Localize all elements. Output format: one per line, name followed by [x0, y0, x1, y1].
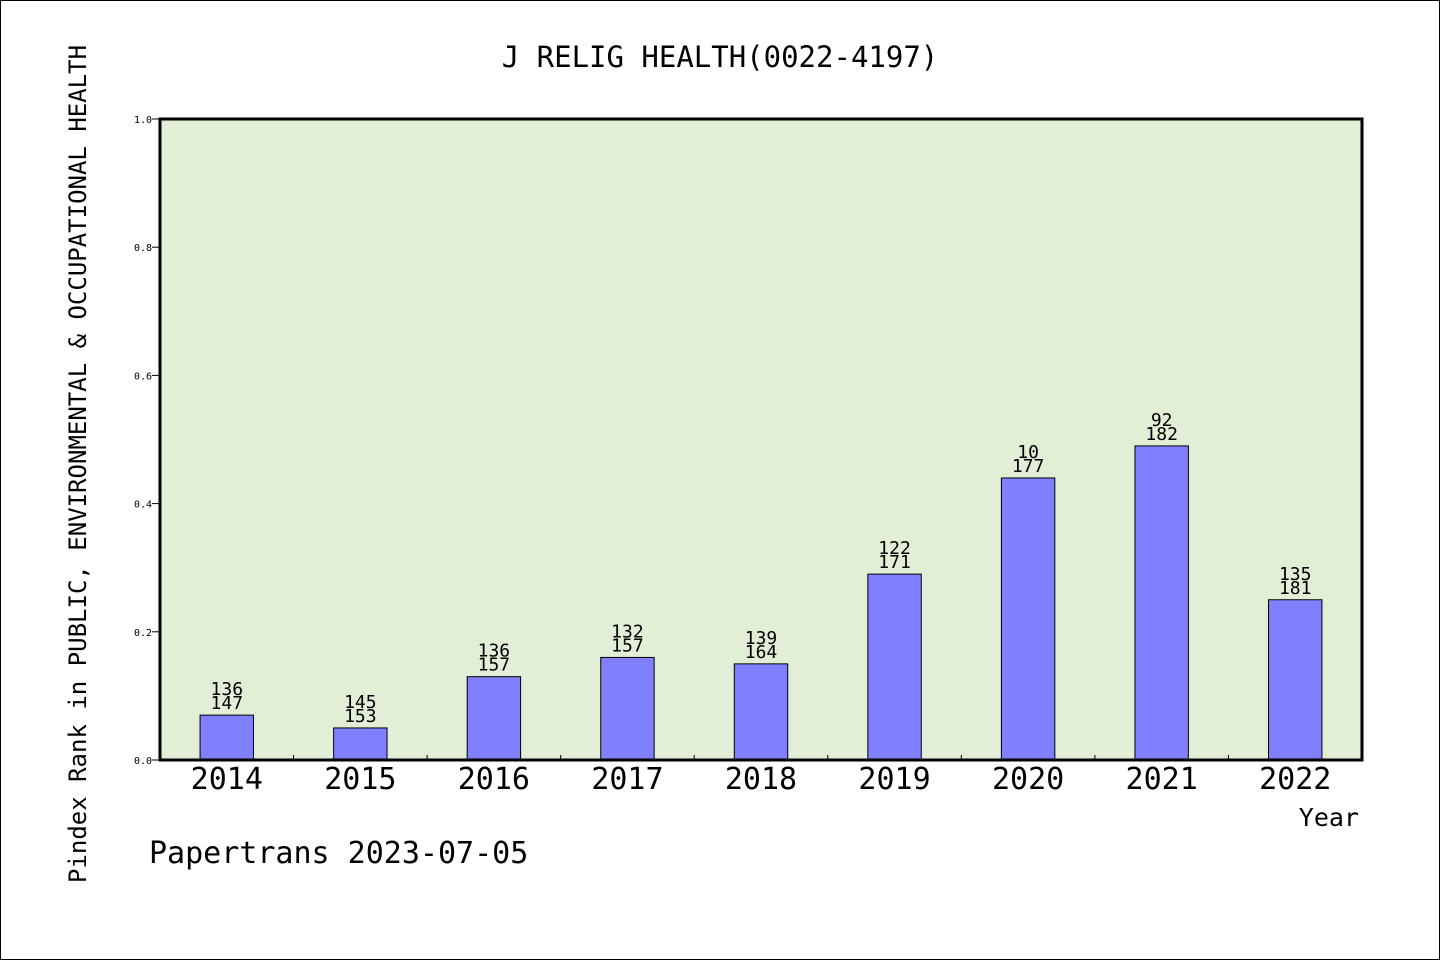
y-tick-label: 1.0 [134, 115, 152, 126]
bar [867, 573, 922, 761]
bar [733, 663, 789, 761]
x-tick-label: 2018 [725, 762, 797, 797]
bar [1000, 477, 1056, 761]
bar [1134, 445, 1189, 761]
x-tick-label: 2016 [458, 762, 530, 797]
bar-rank-label: 92 [1151, 410, 1173, 431]
y-axis-label: Pindex Rank in PUBLIC, ENVIRONMENTAL & O… [64, 45, 92, 883]
bar-rank-label: 122 [878, 538, 911, 559]
x-axis-label: Year [1299, 803, 1359, 832]
chart-title: J RELIG HEALTH(0022-4197) [502, 40, 939, 74]
bar-total-label: 147 [211, 693, 244, 714]
bar-total-label: 153 [344, 706, 377, 727]
bar-rank-label: 132 [611, 621, 644, 642]
bar [1268, 599, 1323, 761]
y-tick-label: 0.6 [134, 371, 152, 382]
bar-rank-label: 145 [344, 692, 377, 713]
x-tick-label: 2020 [992, 762, 1064, 797]
bar [333, 727, 388, 761]
plot-border [158, 117, 1364, 762]
bar-total-label: 182 [1145, 424, 1178, 445]
bar-rank-label: 139 [745, 628, 778, 649]
y-tick-label: 0.2 [134, 628, 152, 639]
x-tick-label: 2015 [324, 762, 396, 797]
bars [199, 445, 1323, 761]
bar-total-label: 181 [1279, 578, 1312, 599]
bar-rank-label: 135 [1279, 564, 1312, 585]
y-tick-label: 0.8 [134, 243, 152, 254]
bar-total-label: 157 [611, 635, 644, 656]
bar [199, 714, 254, 761]
x-tick-label: 2014 [191, 762, 263, 797]
bar-rank-label: 10 [1017, 442, 1039, 463]
y-tick-label: 0.0 [134, 756, 152, 767]
bar [600, 656, 655, 761]
x-tick-label: 2019 [858, 762, 930, 797]
x-tick-label: 2021 [1126, 762, 1198, 797]
bar [466, 676, 522, 761]
x-axis-ticks: 2014 2015 2016 2017 2018 2019 2020 2021 2022 [191, 755, 1331, 797]
bar-rank-label: 136 [478, 641, 511, 662]
y-tick-label: 0.4 [134, 500, 152, 511]
footer-text: Papertrans 2023-07-05 [149, 836, 528, 871]
bar-total-label: 164 [745, 642, 778, 663]
bar-total-label: 157 [478, 655, 511, 676]
x-tick-label: 2022 [1259, 762, 1331, 797]
bar-total-label: 171 [878, 552, 911, 573]
x-tick-label: 2017 [591, 762, 663, 797]
bar-total-label: 177 [1012, 456, 1045, 477]
y-axis-ticks: 0.0 0.2 0.4 0.6 0.8 1.0 [134, 115, 160, 767]
bar-rank-label: 136 [211, 679, 244, 700]
